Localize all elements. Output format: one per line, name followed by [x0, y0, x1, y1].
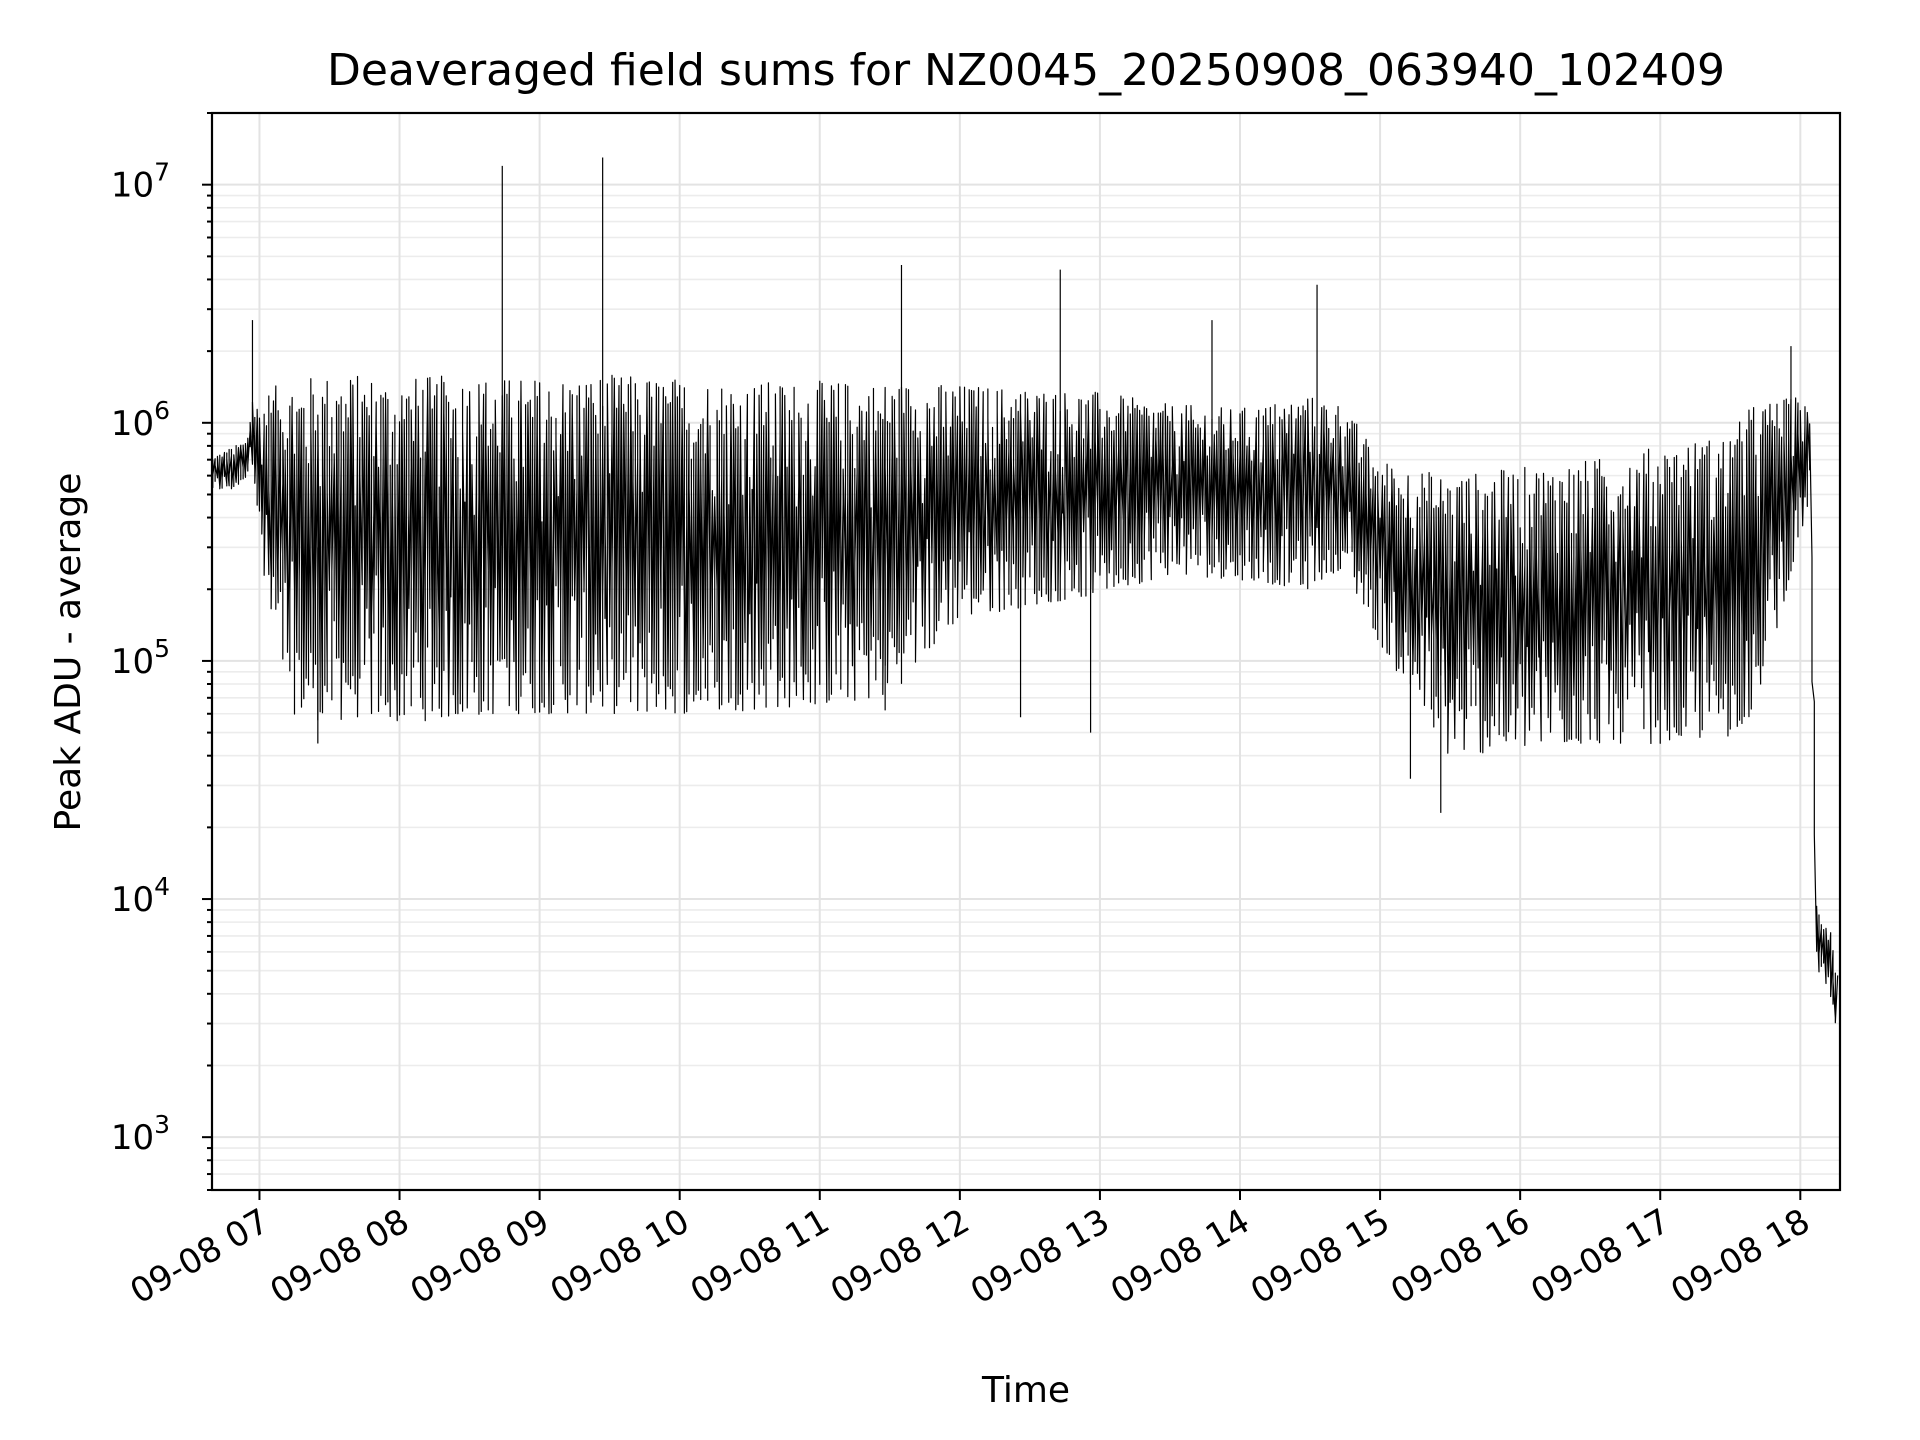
chart-title: Deaveraged field sums for NZ0045_2025090…	[327, 45, 1725, 96]
y-tick-label-exponent: 3	[154, 1110, 170, 1139]
y-tick-label-base: 10	[111, 642, 154, 682]
y-tick-label: 106	[111, 396, 170, 444]
y-tick-label-base: 10	[111, 404, 154, 444]
series-layer	[212, 157, 1839, 1024]
y-tick-label-exponent: 7	[154, 158, 170, 187]
y-tick-label: 104	[111, 872, 170, 920]
y-tick-label-base: 10	[111, 1118, 154, 1158]
series-line	[212, 374, 1839, 1024]
y-tick-label-exponent: 5	[154, 634, 170, 663]
y-tick-label-base: 10	[111, 880, 154, 920]
y-tick-label-base: 10	[111, 166, 154, 206]
y-tick-label: 105	[111, 634, 170, 682]
y-tick-label: 107	[111, 158, 170, 206]
plot-frame	[210, 111, 1842, 1192]
y-tick-label-exponent: 6	[154, 396, 170, 425]
y-tick-label: 103	[111, 1110, 170, 1158]
x-axis-label: Time	[981, 1370, 1070, 1411]
y-tick-label-exponent: 4	[154, 872, 170, 901]
y-axis-label: Peak ADU - average	[48, 473, 89, 832]
